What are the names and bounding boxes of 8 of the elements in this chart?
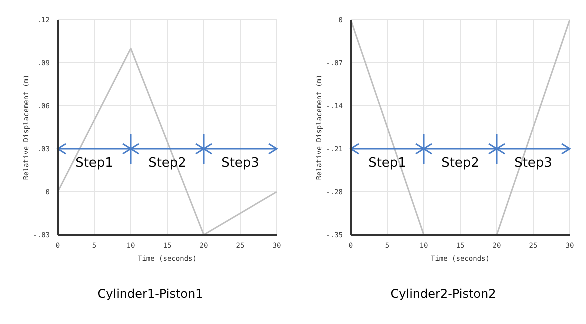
annotation: Step2: [442, 156, 480, 171]
text: Cylinder2-Piston2: [390, 287, 498, 301]
annotation: Step1: [368, 156, 406, 171]
annotation: Step3: [222, 156, 260, 171]
annotation: Step2: [148, 156, 186, 171]
text: Cylinder1-Piston1: [96, 287, 204, 301]
annotation: Step1: [76, 156, 114, 171]
annotation: Step3: [514, 156, 552, 171]
